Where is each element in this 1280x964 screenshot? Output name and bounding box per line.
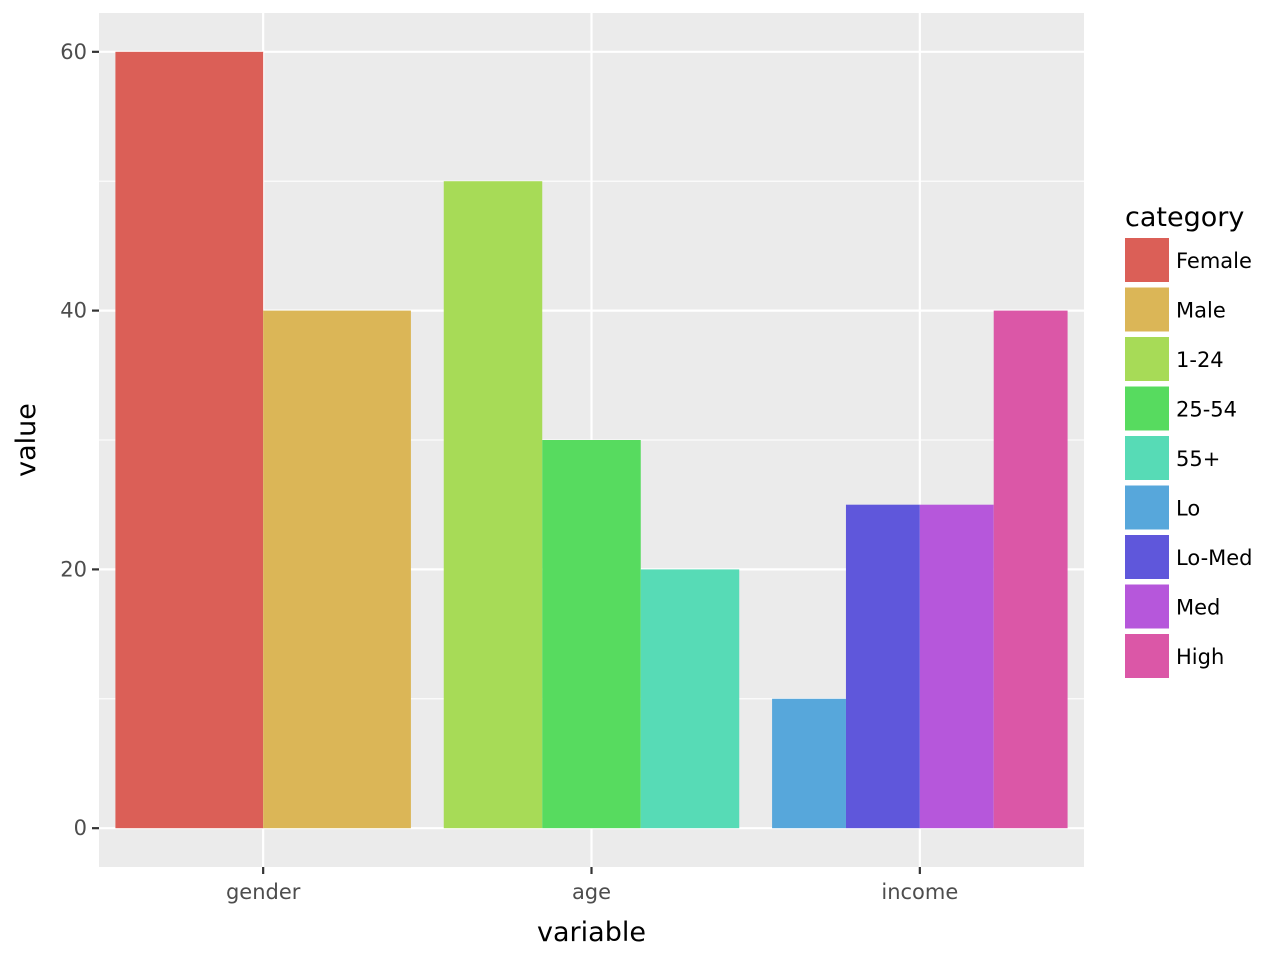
bar-age-55+ bbox=[640, 569, 740, 829]
legend-key-Lo-Med bbox=[1125, 535, 1169, 579]
legend-key-25-54 bbox=[1125, 386, 1169, 431]
x-tick-label: gender bbox=[226, 880, 301, 904]
bars bbox=[115, 51, 1068, 829]
legend-key-1-24 bbox=[1125, 337, 1169, 381]
axes: 0 20 40 60 gender age income bbox=[60, 40, 958, 904]
y-tick-label: 20 bbox=[60, 557, 87, 581]
y-axis-title: value bbox=[11, 403, 42, 477]
legend: Female Male 1-24 25-54 55+ Lo Lo-Med Med High bbox=[1125, 238, 1253, 678]
bar-age-1-24 bbox=[443, 181, 543, 829]
bar-income-High bbox=[993, 310, 1068, 829]
x-axis-title: variable bbox=[537, 917, 646, 948]
legend-key-Male bbox=[1125, 287, 1169, 332]
bar-age-25-54 bbox=[542, 440, 641, 829]
legend-key-Female bbox=[1125, 238, 1169, 282]
legend-label-1-24: 1-24 bbox=[1176, 348, 1224, 372]
legend-label-Lo-Med: Lo-Med bbox=[1176, 546, 1253, 570]
legend-key-High bbox=[1125, 634, 1169, 678]
legend-key-Med bbox=[1125, 584, 1169, 629]
x-tick-label: age bbox=[572, 880, 611, 904]
legend-label-Female: Female bbox=[1176, 249, 1252, 273]
bar-gender-Male bbox=[263, 310, 411, 829]
legend-label-25-54: 25-54 bbox=[1176, 398, 1237, 422]
bar-income-Lo-Med bbox=[845, 504, 920, 829]
bar-gender-Female bbox=[115, 51, 264, 829]
legend-label-55+: 55+ bbox=[1176, 447, 1220, 471]
x-tick-label: income bbox=[881, 880, 958, 904]
bar-income-Lo bbox=[772, 698, 846, 829]
legend-label-Male: Male bbox=[1176, 299, 1226, 323]
legend-key-55+ bbox=[1125, 436, 1169, 480]
legend-label-Lo: Lo bbox=[1176, 497, 1200, 521]
legend-label-High: High bbox=[1176, 645, 1224, 669]
y-tick-label: 40 bbox=[60, 299, 87, 323]
bar-income-Med bbox=[919, 504, 994, 829]
legend-key-Lo bbox=[1125, 485, 1169, 530]
legend-label-Med: Med bbox=[1176, 596, 1220, 620]
y-tick-label: 0 bbox=[74, 816, 87, 840]
legend-title: category bbox=[1125, 202, 1244, 233]
y-tick-label: 60 bbox=[60, 40, 87, 64]
